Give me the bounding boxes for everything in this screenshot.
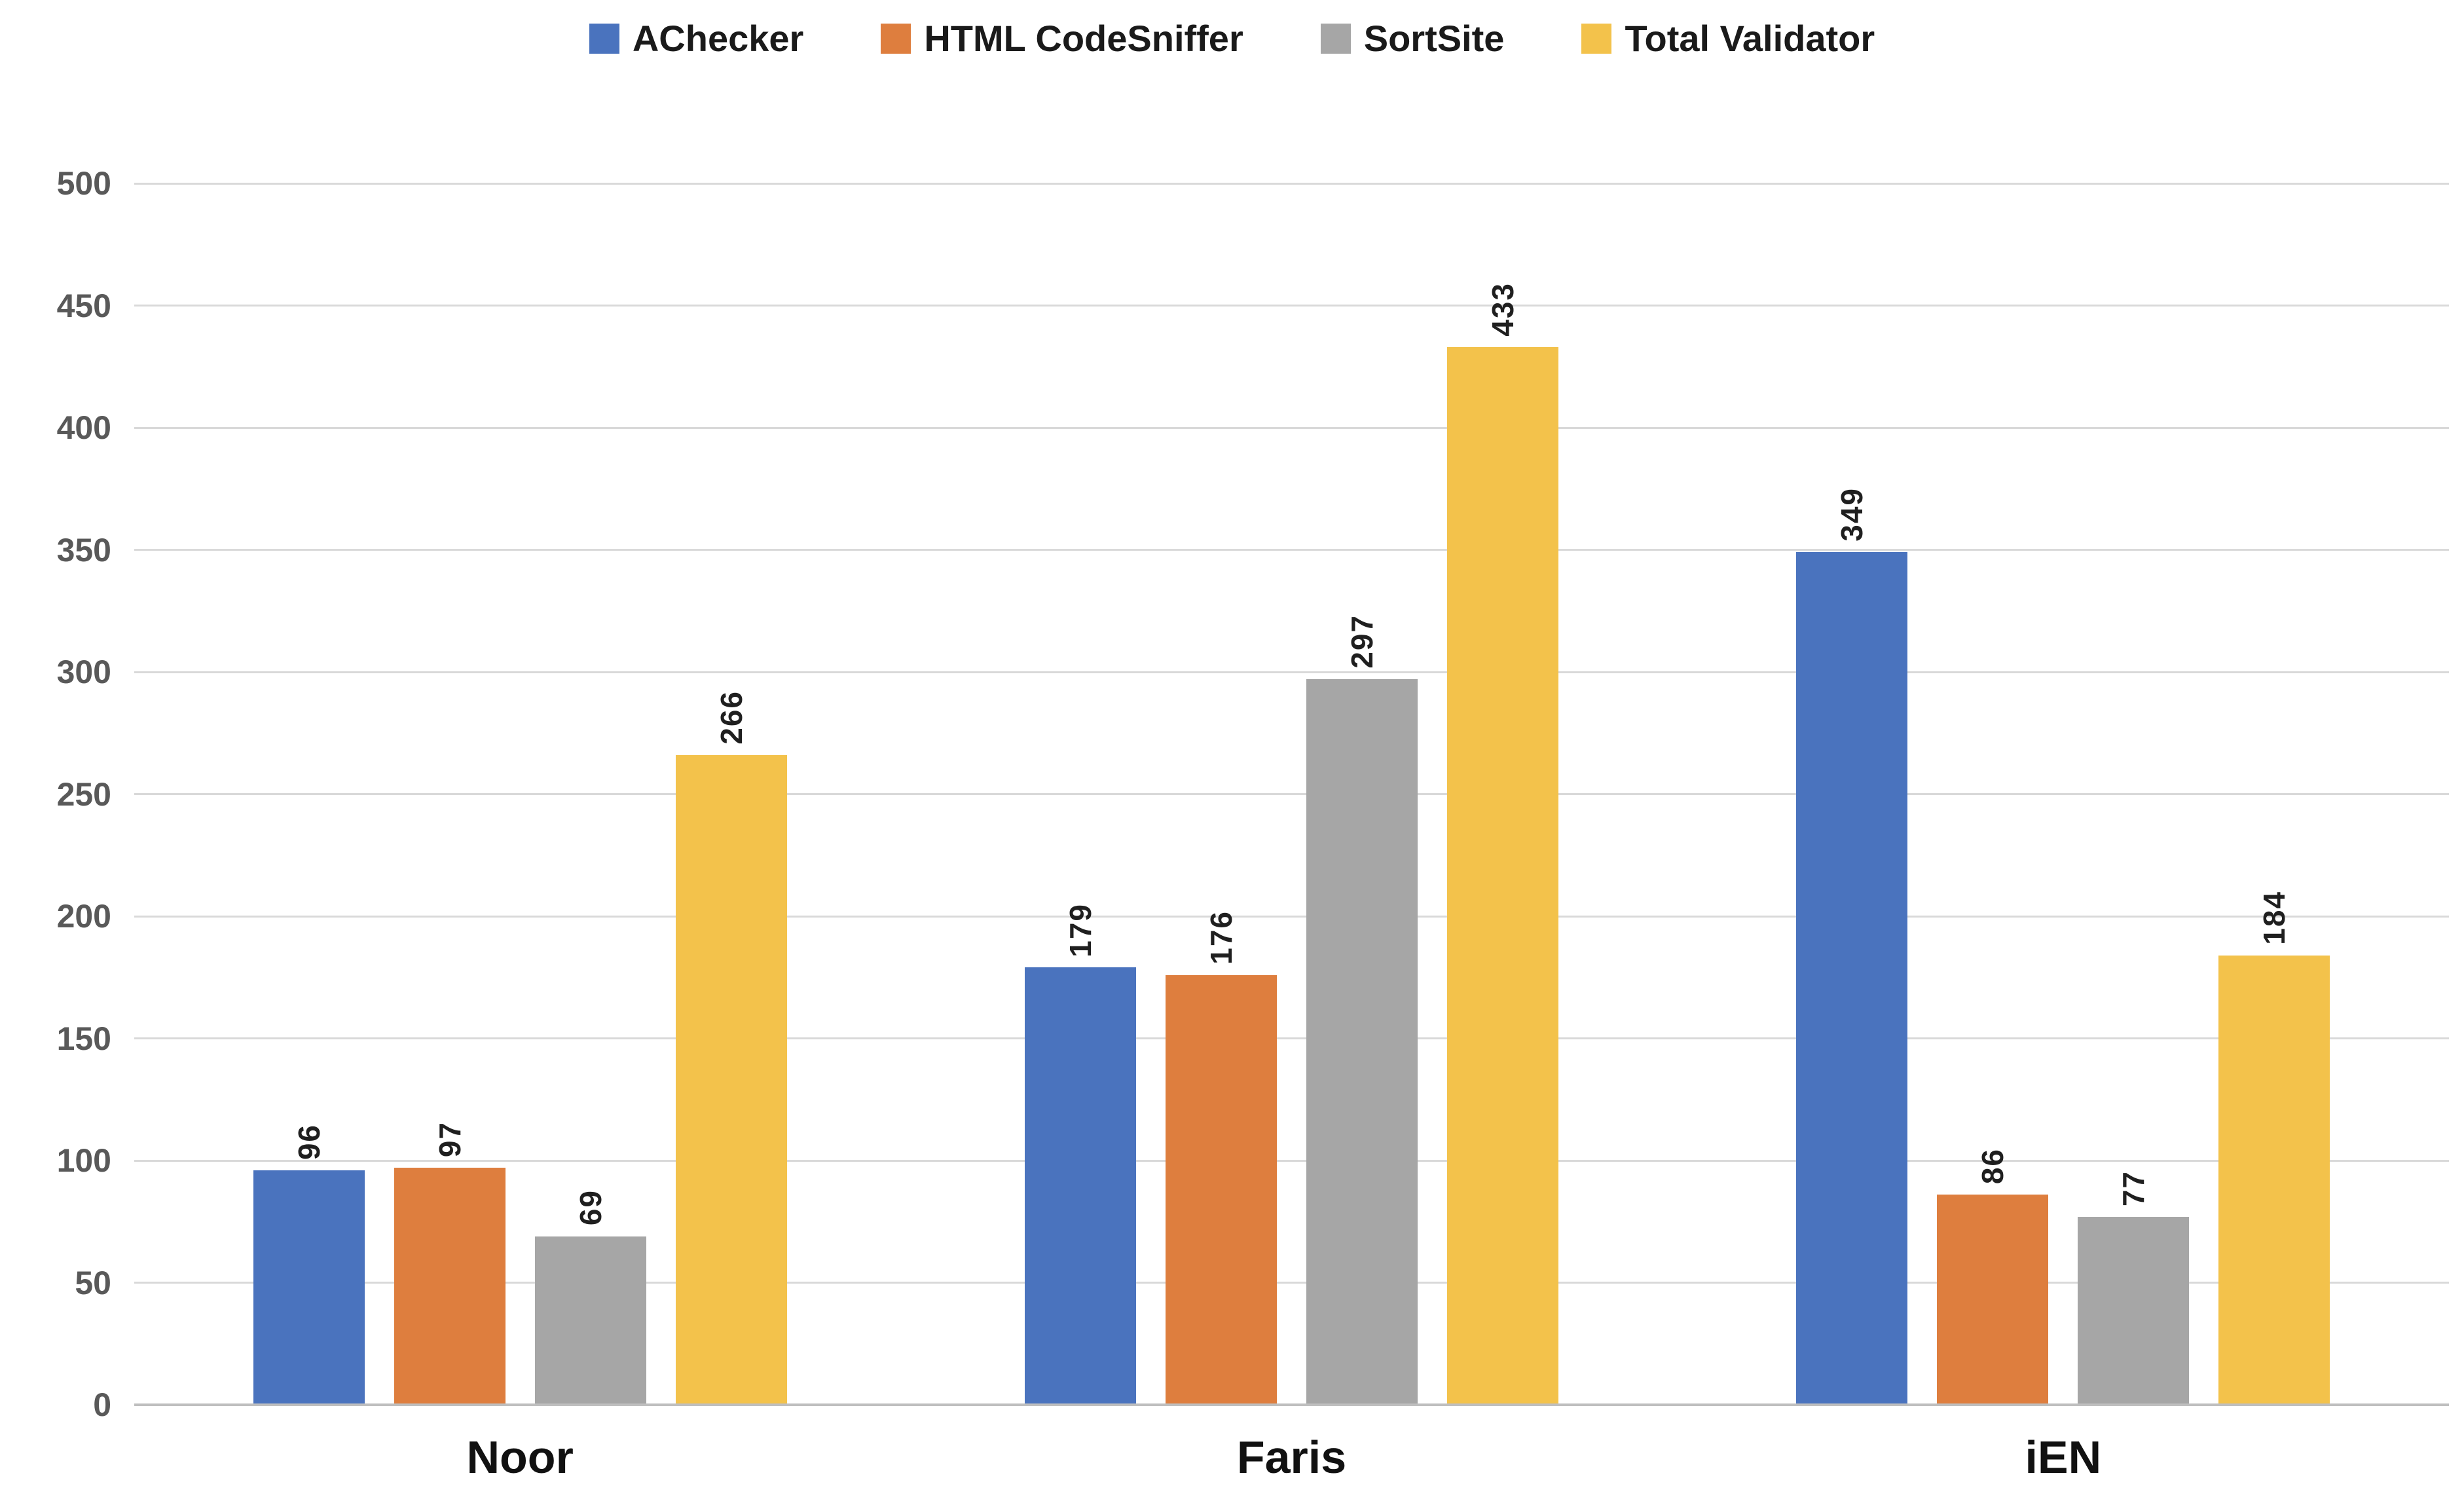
- bar-column: 433: [1446, 183, 1558, 1405]
- legend-swatch-icon: [1581, 23, 1612, 54]
- bar: [1446, 346, 1558, 1405]
- bar: [253, 1170, 365, 1405]
- bar: [2218, 955, 2330, 1405]
- bar-value-label: 86: [1976, 1148, 2010, 1185]
- bar-column: 266: [675, 183, 787, 1405]
- category-label: Noor: [466, 1432, 574, 1483]
- y-axis-tick-label: 100: [56, 1142, 111, 1179]
- x-axis-baseline: [134, 1403, 2449, 1406]
- y-axis-tick-label: 300: [56, 654, 111, 690]
- bar-value-label: 184: [2257, 890, 2292, 945]
- bar: [394, 1168, 506, 1405]
- gridline: [134, 1159, 2449, 1162]
- bar-value-label: 96: [291, 1123, 326, 1160]
- y-axis-tick-label: 500: [56, 165, 111, 202]
- legend-swatch-icon: [1320, 23, 1351, 54]
- bar-value-label: 297: [1344, 614, 1379, 669]
- legend-item: SortSite: [1320, 17, 1505, 60]
- chart-legend: AChecker HTML CodeSniffer SortSite Total Va…: [0, 17, 2464, 60]
- y-axis-tick-label: 200: [56, 898, 111, 935]
- gridline: [134, 182, 2449, 185]
- legend-item: AChecker: [589, 17, 803, 60]
- y-axis-tick-label: 250: [56, 775, 111, 813]
- bar-column: 297: [1306, 183, 1418, 1405]
- bar-group: 349 86 77 184: [1678, 183, 2449, 1405]
- bar: [1024, 967, 1136, 1405]
- gridline: [134, 1282, 2449, 1284]
- bar-value-label: 97: [432, 1121, 467, 1158]
- bar-value-label: 77: [2116, 1170, 2151, 1206]
- gridline: [134, 426, 2449, 429]
- bar-column: 69: [534, 183, 646, 1405]
- x-axis: Noor Faris iEN: [134, 1431, 2449, 1483]
- gridline: [134, 915, 2449, 918]
- bar-value-label: 176: [1204, 910, 1238, 965]
- bar-groups: 96 97 69 266 179 176 297 433 349 86 77 184: [134, 183, 2449, 1405]
- bar-column: 86: [1937, 183, 2049, 1405]
- bar: [1306, 679, 1418, 1405]
- bar-value-label: 349: [1835, 487, 1869, 542]
- legend-item: Total Validator: [1581, 17, 1875, 60]
- bar-column: 77: [2078, 183, 2190, 1405]
- gridline: [134, 549, 2449, 551]
- legend-item: HTML CodeSniffer: [881, 17, 1243, 60]
- bar-column: 349: [1796, 183, 1908, 1405]
- gridline: [134, 793, 2449, 795]
- bar-column: 176: [1165, 183, 1277, 1405]
- bar-value-label: 179: [1063, 902, 1097, 957]
- legend-label: HTML CodeSniffer: [924, 18, 1243, 59]
- bar-group: 179 176 297 433: [906, 183, 1677, 1405]
- legend-swatch-icon: [881, 23, 911, 54]
- gridline: [134, 1037, 2449, 1039]
- bar: [534, 1236, 646, 1405]
- plot-area: [134, 182, 2449, 1406]
- bar-value-label: 69: [573, 1189, 608, 1226]
- y-axis-tick-label: 450: [56, 287, 111, 324]
- category-label: iEN: [2025, 1432, 2102, 1483]
- bar: [1165, 975, 1277, 1405]
- gridline: [134, 671, 2449, 673]
- category-label: Faris: [1236, 1432, 1347, 1483]
- bar-column: 179: [1024, 183, 1136, 1405]
- legend-label: SortSite: [1363, 18, 1505, 59]
- y-axis-tick-label: 0: [93, 1386, 111, 1423]
- y-axis-tick-label: 400: [56, 409, 111, 446]
- bar: [1937, 1195, 2049, 1405]
- legend-label: Total Validator: [1625, 18, 1875, 59]
- bar: [675, 754, 787, 1405]
- bar-column: 96: [253, 183, 365, 1405]
- bar-value-label: 433: [1485, 282, 1520, 337]
- bar-group: 96 97 69 266: [134, 183, 906, 1405]
- legend-label: AChecker: [632, 18, 804, 59]
- bar: [1796, 552, 1908, 1405]
- y-axis-tick-label: 50: [75, 1264, 111, 1301]
- legend-swatch-icon: [589, 23, 619, 54]
- bar-column: 184: [2218, 183, 2330, 1405]
- y-axis-tick-label: 150: [56, 1020, 111, 1057]
- bar-column: 97: [394, 183, 506, 1405]
- bar-value-label: 266: [714, 690, 748, 745]
- y-axis-tick-label: 350: [56, 531, 111, 568]
- bar: [2078, 1216, 2190, 1405]
- gridline: [134, 305, 2449, 306]
